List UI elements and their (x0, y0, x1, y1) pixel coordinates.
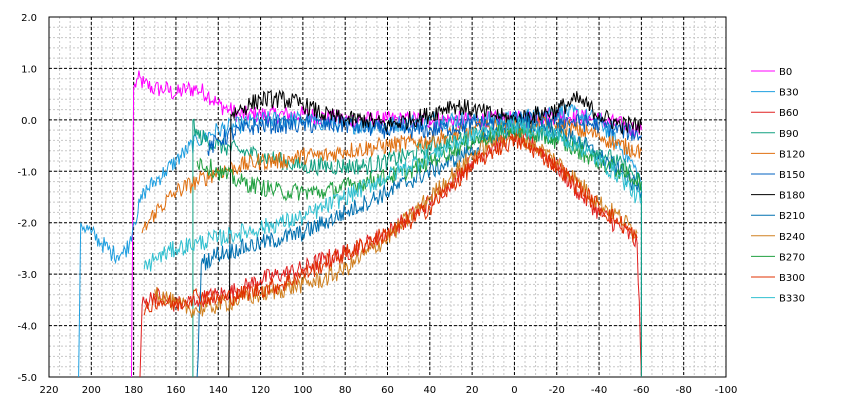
legend-label-b210: B210 (779, 211, 805, 222)
series-line-b150 (207, 109, 642, 156)
x-tick-label: 80 (339, 385, 352, 396)
y-tick-label: -1.0 (17, 167, 37, 178)
x-tick-label: 180 (124, 385, 143, 396)
x-tick-label: -60 (633, 385, 649, 396)
y-tick-label: -5.0 (17, 373, 37, 384)
series-line-b0 (131, 70, 642, 378)
x-tick-label: 140 (209, 385, 228, 396)
x-tick-label: -40 (591, 385, 607, 396)
legend-label-b330: B330 (779, 294, 805, 305)
y-tick-label: -2.0 (17, 219, 37, 230)
legend-label-b60: B60 (779, 108, 799, 119)
plot-frame (48, 16, 727, 378)
x-tick-label: 100 (293, 385, 312, 396)
legend-label-b30: B30 (779, 88, 799, 99)
x-tick-label: 60 (381, 385, 394, 396)
x-tick-label: 0 (511, 385, 517, 396)
y-tick-label: 1.0 (21, 64, 37, 75)
series-line-b330 (143, 115, 642, 272)
series-line-b300 (143, 133, 638, 316)
x-tick-label: -80 (676, 385, 692, 396)
y-tick-label: 0.0 (21, 116, 37, 127)
series-line-b180 (228, 89, 642, 378)
x-tick-label: 160 (166, 385, 185, 396)
y-tick-label: -4.0 (17, 322, 37, 333)
y-tick-label: -3.0 (17, 270, 37, 281)
legend-label-b0: B0 (779, 67, 792, 78)
legend-label-b90: B90 (779, 129, 799, 140)
x-tick-label: 220 (39, 385, 58, 396)
x-tick-labels: 220 200 180 160 140 120 100 80 60 40 20 0 -20 -40 -60-… (39, 385, 737, 396)
x-tick-label: 40 (423, 385, 436, 396)
legend-label-b120: B120 (779, 149, 805, 160)
x-tick-label: -100 (715, 385, 738, 396)
series-line-b210 (196, 115, 642, 378)
x-tick-label: 120 (251, 385, 270, 396)
series-layer (78, 70, 642, 378)
legend-label-b270: B270 (779, 252, 805, 263)
y-tick-labels: 2.0 1.0 0.0 -1.0 -2.0 -3.0 -4.0 -5.0 (17, 13, 37, 384)
series-line-b60 (139, 126, 642, 378)
legend-label-b240: B240 (779, 232, 805, 243)
y-tick-label: 2.0 (21, 13, 37, 24)
x-tick-label: 200 (82, 385, 101, 396)
legend-label-b150: B150 (779, 170, 805, 181)
series-line-b240 (154, 128, 638, 318)
legend-label-b300: B300 (779, 273, 805, 284)
legend-label-b180: B180 (779, 191, 805, 202)
legend: B0 B30 B60 B90 B120 B150 B180 B210 B240 B270 B300 B… (751, 67, 805, 305)
series-line-b30 (78, 103, 642, 378)
x-tick-label: -20 (549, 385, 565, 396)
x-tick-label: 20 (466, 385, 479, 396)
series-line-b270 (196, 123, 642, 202)
